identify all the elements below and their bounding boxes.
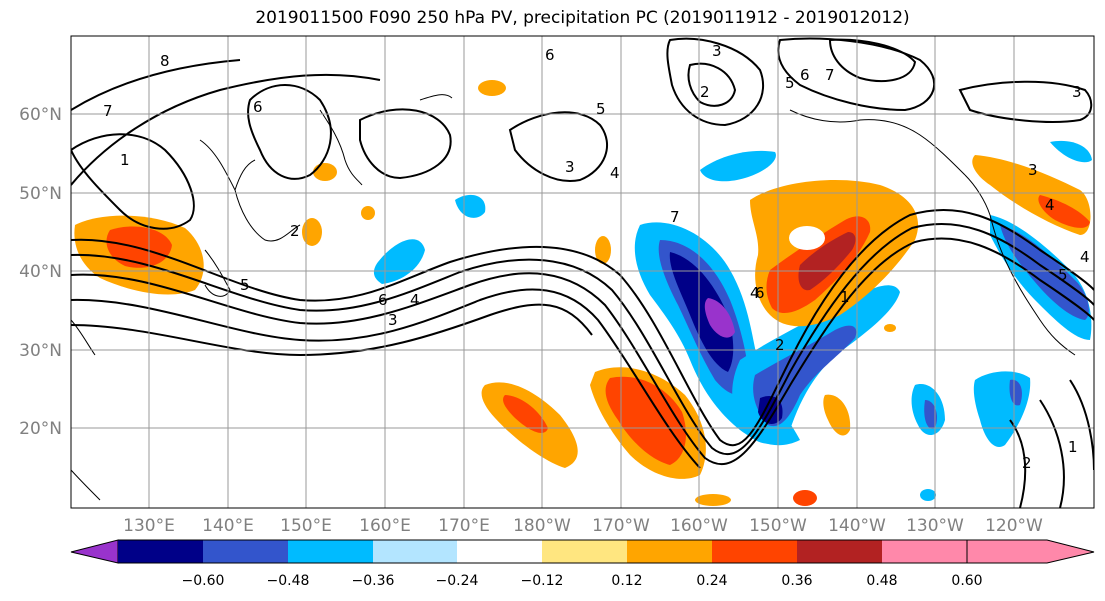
lon-label: 130°W [906,516,964,536]
map-frame [70,35,1095,509]
colorbar-tick-label: 0.24 [696,573,727,589]
contour-label: 1 [840,288,850,306]
lon-label: 120°W [985,516,1043,536]
contour-label: 7 [670,208,680,226]
contour-label: 1 [1068,438,1078,456]
colorbar-tick-label: 0.36 [781,573,812,589]
colorbar-tick-label: 0.48 [866,573,897,589]
colorbar-segment [797,540,882,563]
map-plot-area: 8 7 6 5 4 3 2 1 6 5 4 3 6 7 3 2 5 6 7 4 … [71,36,1094,508]
contour-label: 2 [1022,454,1032,472]
contour-label: 5 [785,74,795,92]
contour-label: 5 [240,276,250,294]
contour-label: 4 [1045,196,1055,214]
contour-label: 6 [800,66,810,84]
contour-label: 2 [775,336,785,354]
contour-label: 6 [545,46,555,64]
lon-label: 170°E [438,516,490,536]
lon-label: 130°E [123,516,175,536]
colorbar-tick-label: 0.12 [611,573,642,589]
colorbar-segment [288,540,373,563]
colorbar-tick-label: 0.60 [951,573,982,589]
colorbar-segment [118,540,203,563]
contour-label: 3 [712,42,722,60]
lat-label: 60°N [19,105,62,125]
coastlines [71,94,1076,501]
contour-label: 6 [755,284,765,302]
lon-label: 160°W [670,516,728,536]
colorbar-segment [373,540,457,563]
lon-label: 180°W [513,516,571,536]
contour-label: 2 [700,83,710,101]
contour-label: 3 [565,158,575,176]
colorbar-tick-label: −0.24 [436,573,479,589]
lat-label: 30°N [19,341,62,361]
latitude-labels: 60°N 50°N 40°N 30°N 20°N [19,105,62,439]
colorbar-tick-label: −0.60 [182,573,225,589]
colorbar-segment [203,540,288,563]
contour-label: 1 [120,151,130,169]
colorbar-labels: −0.60 −0.48 −0.36 −0.24 −0.12 0.12 0.24 … [182,573,983,589]
contour-label: 4 [410,291,420,309]
colorbar-tick-label: −0.36 [352,573,395,589]
colorbar-segment [712,540,797,563]
colorbar-segment [627,540,712,563]
contour-label: 3 [1072,83,1082,101]
contour-label: 4 [610,164,620,182]
lat-label: 20°N [19,419,62,439]
gridlines [71,36,1094,508]
lon-label: 150°W [749,516,807,536]
contour-label: 7 [103,102,113,120]
colorbar-extend-right [966,539,1095,564]
colorbar: −0.60 −0.48 −0.36 −0.24 −0.12 0.12 0.24 … [70,539,1095,589]
contour-label: 7 [825,66,835,84]
pv-contours [71,37,1094,508]
lon-label: 160°E [359,516,411,536]
contour-label: 3 [1028,161,1038,179]
contour-label: 8 [160,52,170,70]
longitude-labels: 130°E 140°E 150°E 160°E 170°E 180°W 170°… [123,516,1043,536]
colorbar-tick-label: −0.12 [521,573,564,589]
colorbar-segment [882,540,967,563]
contour-label: 4 [1080,248,1090,266]
contour-label: 6 [253,98,263,116]
contour-label: 4 [750,284,760,302]
precipitation-shading [74,80,1092,506]
contour-label: 3 [388,311,398,329]
lat-label: 50°N [19,184,62,204]
contour-label: 5 [1058,266,1068,284]
lon-label: 170°W [592,516,650,536]
colorbar-tick-label: −0.48 [267,573,310,589]
map-title: 2019011500 F090 250 hPa PV, precipitatio… [255,8,910,28]
contour-label: 2 [290,222,300,240]
lon-label: 150°E [280,516,332,536]
lon-label: 140°E [202,516,254,536]
contour-label: 5 [596,100,606,118]
contour-label: 6 [378,291,388,309]
lat-label: 40°N [19,262,62,282]
colorbar-segment [542,540,627,563]
colorbar-extend-left [70,539,119,564]
contour-labels: 8 7 6 5 4 3 2 1 6 5 4 3 6 7 3 2 5 6 7 4 … [103,42,1090,472]
colorbar-segment [457,540,542,563]
lon-label: 140°W [828,516,886,536]
